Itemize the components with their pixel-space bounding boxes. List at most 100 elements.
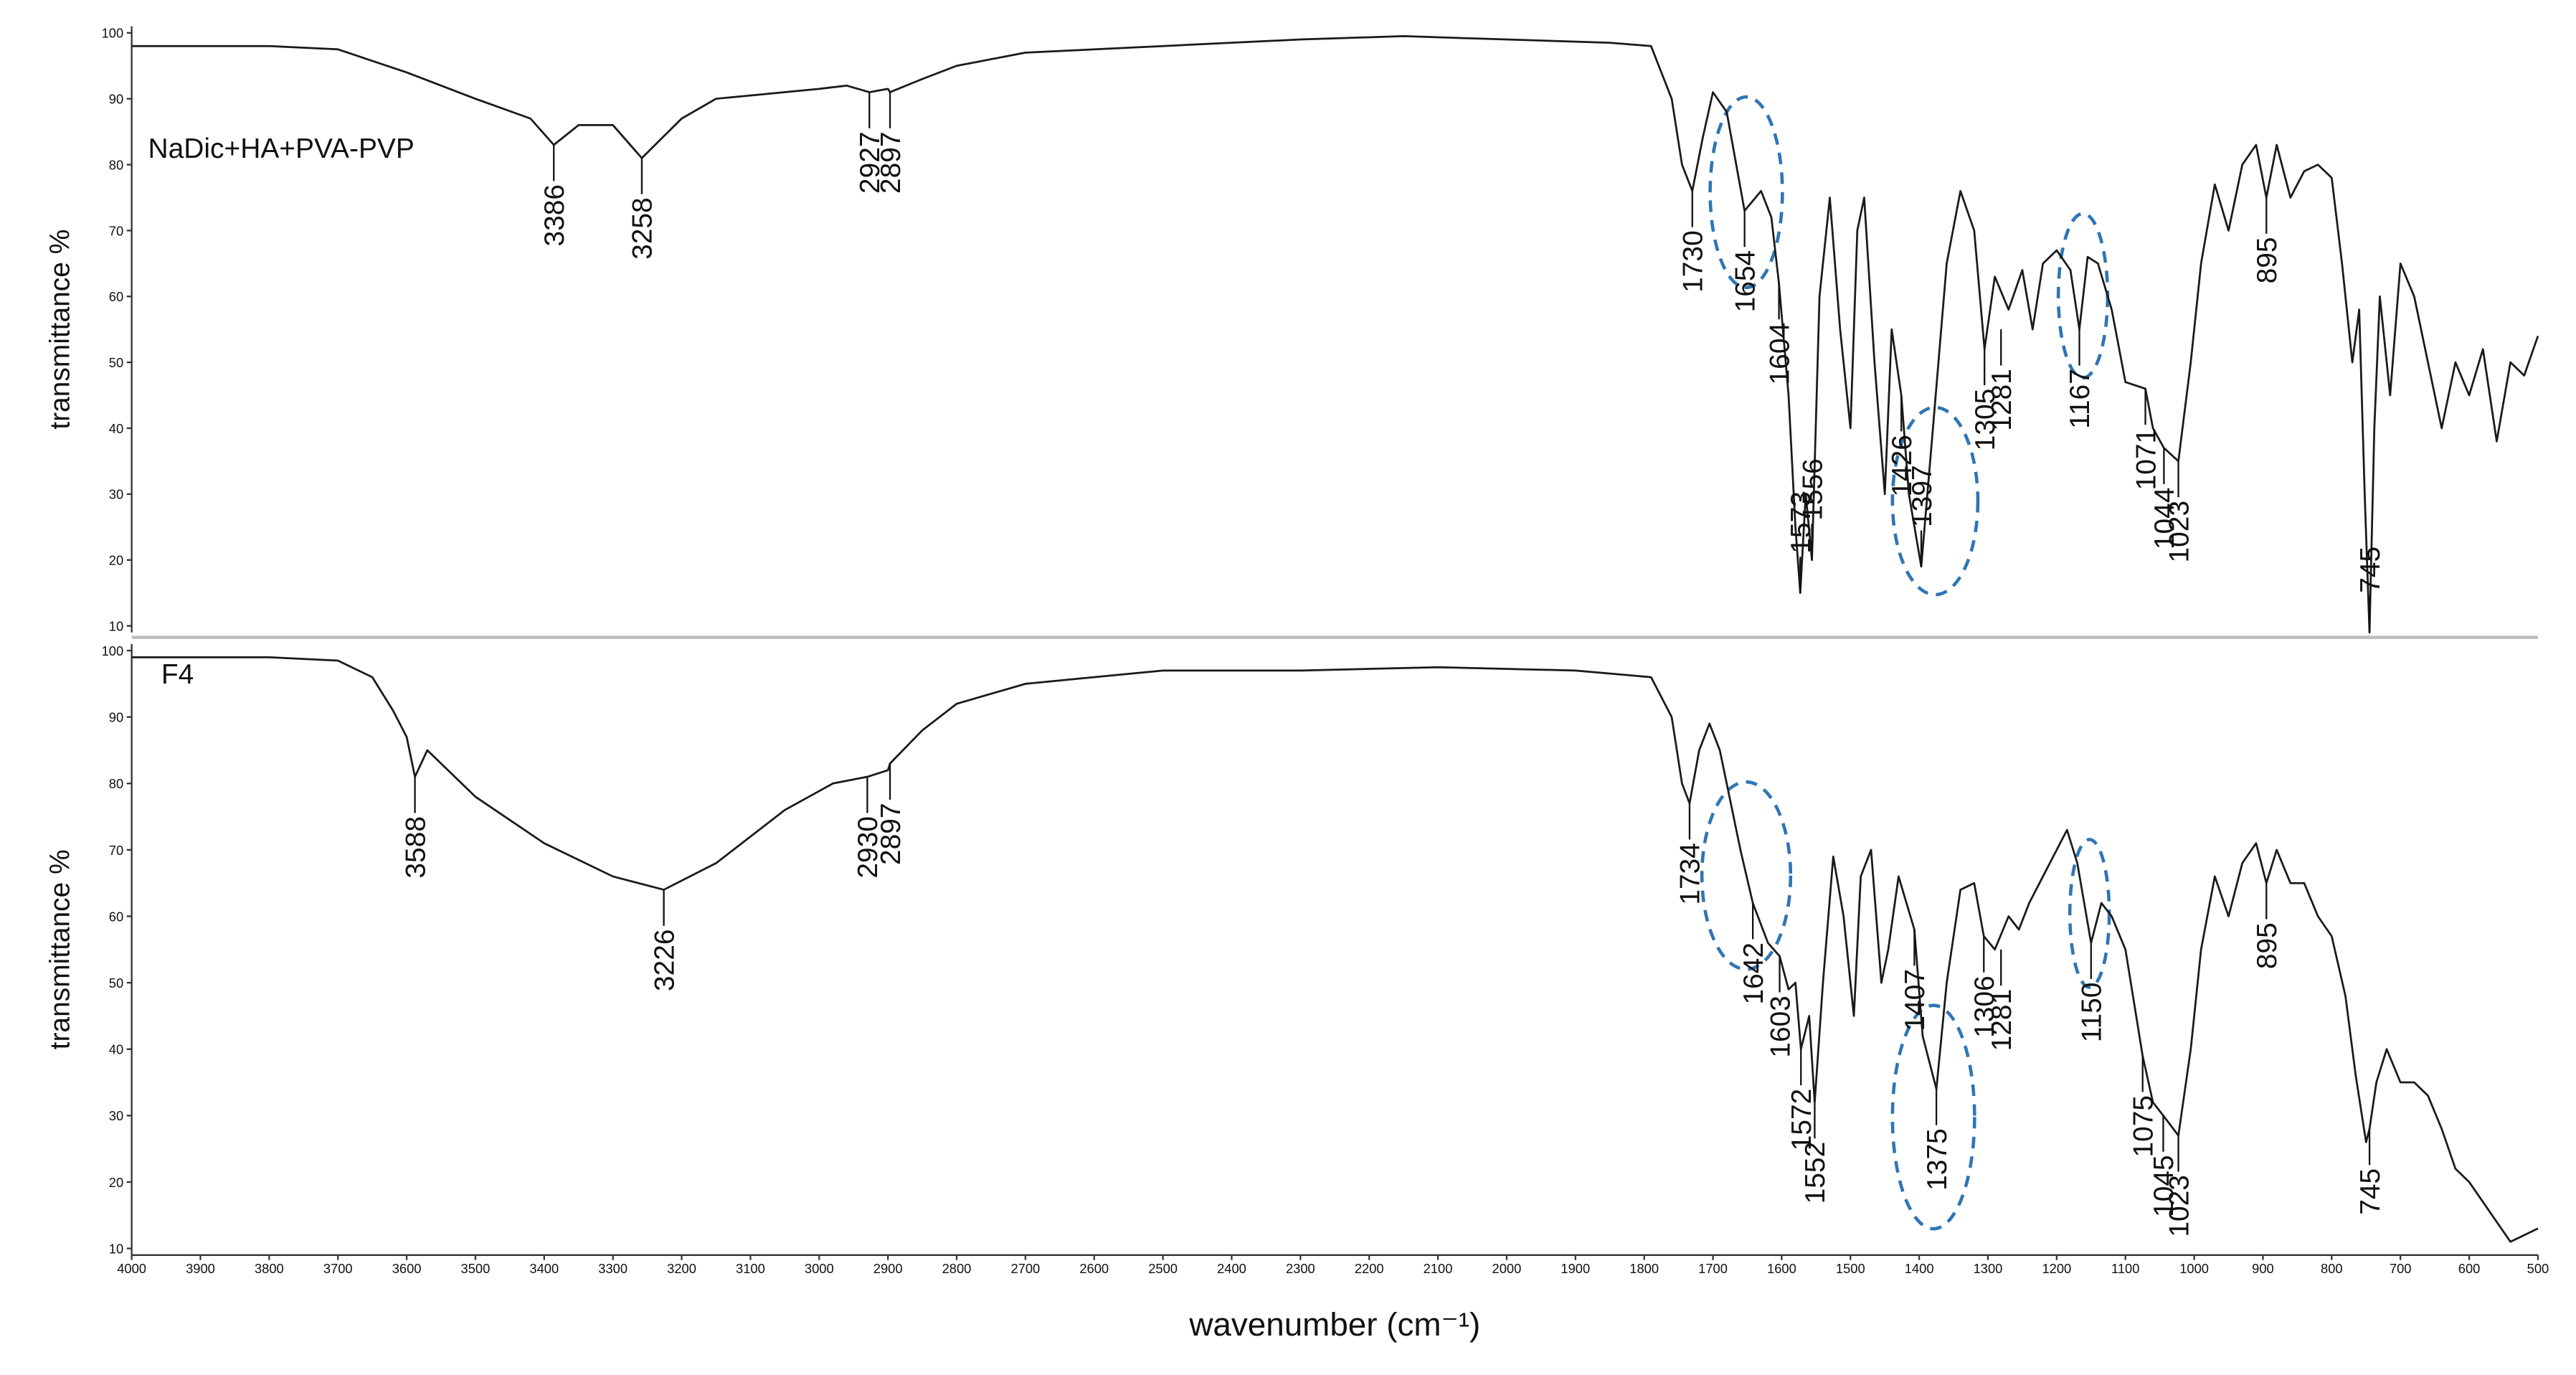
peak-label: 3226	[649, 929, 680, 991]
highlight	[1890, 1003, 1976, 1231]
peak-label: 1642	[1738, 942, 1769, 1005]
peak-label: 1306	[1969, 975, 2000, 1038]
y-tick-label: 80	[109, 776, 123, 791]
peak-label: 2897	[876, 803, 906, 865]
x-tick-label: 500	[2527, 1261, 2549, 1276]
peak-label: 895	[2252, 237, 2283, 283]
x-tick-label: 2200	[1355, 1261, 1384, 1276]
x-tick-label: 1000	[2179, 1261, 2209, 1276]
peak-label: 1556	[1797, 458, 1828, 521]
x-tick-label: 2500	[1148, 1261, 1178, 1276]
y-tick-label: 70	[109, 223, 123, 238]
x-tick-label: 2800	[942, 1261, 972, 1276]
peak-label: 895	[2252, 922, 2283, 969]
peak-label: 1572	[1786, 1089, 1817, 1151]
y-tick-label: 20	[109, 553, 123, 568]
x-tick-label: 900	[2252, 1261, 2274, 1276]
x-tick-label: 1600	[1767, 1261, 1796, 1276]
y-tick-label: 20	[109, 1175, 123, 1190]
y-tick-label: 90	[109, 92, 123, 107]
peak-label: 1023	[2164, 501, 2194, 563]
highlight	[1700, 780, 1793, 971]
y-tick-label: 50	[109, 355, 123, 370]
y-tick-label: 40	[109, 1042, 123, 1057]
x-tick-label: 4000	[117, 1261, 146, 1276]
x-tick-label: 3000	[805, 1261, 834, 1276]
y-tick-label: 70	[109, 843, 123, 858]
y-tick-label: 80	[109, 157, 123, 172]
peak-label: 1375	[1922, 1128, 1953, 1191]
peak-label: 1044	[2149, 488, 2180, 550]
peak-label: 1023	[2164, 1175, 2194, 1237]
peak-label: 1407	[1900, 969, 1931, 1031]
x-tick-label: 1200	[2042, 1261, 2071, 1276]
peak-label: 1281	[1987, 989, 2017, 1052]
x-tick-label: 3600	[392, 1261, 422, 1276]
panel-label: F4	[161, 659, 194, 690]
y-tick-label: 60	[109, 909, 123, 924]
x-tick-label: 1800	[1629, 1261, 1659, 1276]
y-axis-label: transmittance %	[45, 230, 76, 430]
y-tick-label: 50	[109, 975, 123, 991]
x-tick-label: 3700	[323, 1261, 353, 1276]
peak-label: 745	[2355, 547, 2386, 593]
peak-label: 1654	[1730, 250, 1761, 313]
x-axis-label: wavenumber (cm⁻¹)	[1188, 1306, 1480, 1343]
peak-label: 1730	[1678, 230, 1709, 293]
peak-label: 1603	[1765, 996, 1796, 1058]
peak-label: 1604	[1764, 323, 1795, 385]
x-tick-label: 3400	[529, 1261, 559, 1276]
panel-label: NaDic+HA+PVA-PVP	[148, 133, 415, 164]
peak-label: 1426	[1887, 435, 1918, 497]
peak-label: 1045	[2149, 1155, 2179, 1217]
peak-label: 1734	[1675, 843, 1706, 905]
x-tick-label: 2600	[1079, 1261, 1109, 1276]
peak-label: 745	[2355, 1168, 2386, 1215]
x-tick-label: 2300	[1286, 1261, 1315, 1276]
spectrum-line	[131, 35, 2539, 634]
x-tick-label: 1300	[1974, 1261, 2003, 1276]
y-tick-label: 100	[102, 26, 124, 41]
peak-label: 1150	[2077, 983, 2108, 1043]
peak-label: 3588	[400, 816, 431, 879]
x-tick-label: 2400	[1217, 1261, 1246, 1276]
x-tick-label: 3100	[736, 1261, 765, 1276]
x-tick-label: 2900	[873, 1261, 903, 1276]
peak-label: 1552	[1800, 1142, 1831, 1204]
x-tick-label: 2100	[1424, 1261, 1453, 1276]
x-tick-label: 800	[2321, 1261, 2343, 1276]
peak-label: 2897	[876, 131, 906, 194]
y-tick-label: 10	[109, 1241, 123, 1256]
x-tick-label: 1400	[1905, 1261, 1934, 1276]
highlight	[1708, 95, 1784, 290]
x-tick-label: 1100	[2111, 1261, 2139, 1276]
y-tick-label: 30	[109, 487, 123, 502]
x-tick-label: 3900	[186, 1261, 215, 1276]
peak-label: 1305	[1970, 389, 2001, 451]
y-tick-label: 30	[109, 1108, 123, 1123]
x-tick-label: 2000	[1492, 1261, 1522, 1276]
y-axis-label: transmittance %	[45, 849, 76, 1049]
peak-label: 2927	[855, 131, 886, 194]
y-tick-label: 90	[109, 710, 123, 725]
x-tick-label: 600	[2458, 1261, 2481, 1276]
peak-label: 1281	[1987, 369, 2017, 431]
x-tick-label: 1700	[1698, 1261, 1728, 1276]
peak-label: 1075	[2128, 1095, 2159, 1158]
peak-label: 2930	[853, 816, 884, 879]
peak-label: 1167	[2065, 369, 2096, 429]
peak-label: 1397	[1907, 465, 1938, 527]
x-tick-label: 700	[2390, 1261, 2412, 1276]
x-tick-label: 3200	[667, 1261, 696, 1276]
x-tick-label: 1900	[1561, 1261, 1590, 1276]
peak-label: 3386	[539, 184, 570, 247]
highlight	[1890, 405, 1980, 597]
x-tick-label: 2700	[1011, 1261, 1041, 1276]
x-tick-label: 3300	[598, 1261, 628, 1276]
x-tick-label: 3800	[255, 1261, 284, 1276]
y-tick-label: 60	[109, 289, 123, 304]
y-tick-label: 10	[109, 618, 123, 633]
highlight-ellipses	[1700, 95, 2111, 1231]
y-tick-label: 40	[109, 421, 123, 436]
